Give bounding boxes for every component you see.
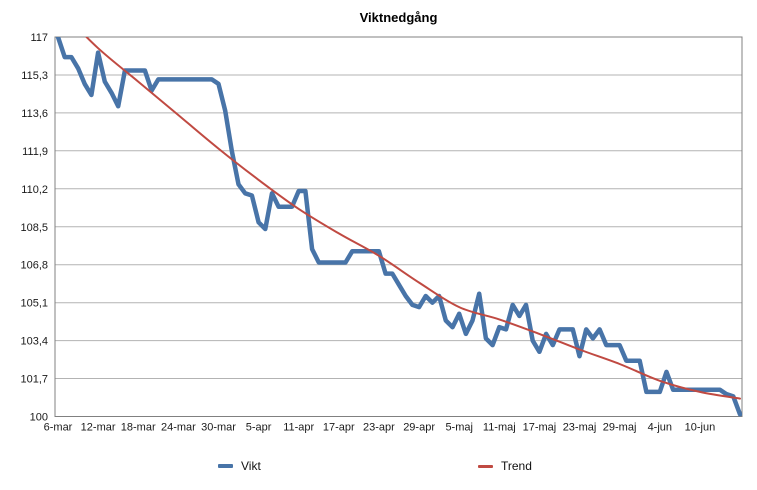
svg-text:110,2: 110,2 xyxy=(21,184,48,196)
legend-label-vikt: Vikt xyxy=(241,459,261,473)
svg-text:11-apr: 11-apr xyxy=(283,422,314,434)
svg-text:6-mar: 6-mar xyxy=(44,422,73,434)
svg-text:105,1: 105,1 xyxy=(20,298,48,310)
svg-text:4-jun: 4-jun xyxy=(648,422,672,434)
svg-text:23-apr: 23-apr xyxy=(363,422,395,434)
svg-text:12-mar: 12-mar xyxy=(81,422,116,434)
svg-text:17-maj: 17-maj xyxy=(523,422,557,434)
chart-title: Viktnedgång xyxy=(359,10,438,25)
svg-text:117: 117 xyxy=(30,32,48,44)
svg-text:29-apr: 29-apr xyxy=(403,422,435,434)
svg-text:10-jun: 10-jun xyxy=(685,422,716,434)
vikt-line-swatch xyxy=(218,464,233,468)
svg-text:29-maj: 29-maj xyxy=(603,422,637,434)
svg-text:111,9: 111,9 xyxy=(22,146,48,158)
svg-text:24-mar: 24-mar xyxy=(161,422,196,434)
svg-text:106,8: 106,8 xyxy=(20,260,48,272)
svg-text:18-mar: 18-mar xyxy=(121,422,156,434)
svg-text:108,5: 108,5 xyxy=(20,222,48,234)
svg-text:115,3: 115,3 xyxy=(21,70,48,82)
legend-item-vikt[interactable]: Vikt xyxy=(218,459,261,473)
svg-text:11-maj: 11-maj xyxy=(483,422,516,434)
svg-text:17-apr: 17-apr xyxy=(323,422,355,434)
svg-text:30-mar: 30-mar xyxy=(201,422,236,434)
trend-line-swatch xyxy=(478,464,493,468)
svg-text:103,4: 103,4 xyxy=(20,336,48,348)
svg-text:113,6: 113,6 xyxy=(21,108,48,120)
svg-text:5-apr: 5-apr xyxy=(246,422,272,434)
svg-text:101,7: 101,7 xyxy=(20,374,48,386)
svg-text:23-maj: 23-maj xyxy=(563,422,597,434)
svg-text:100: 100 xyxy=(30,412,48,424)
svg-text:5-maj: 5-maj xyxy=(445,422,473,434)
legend-label-trend: Trend xyxy=(501,459,532,473)
legend-item-trend[interactable]: Trend xyxy=(478,459,532,473)
